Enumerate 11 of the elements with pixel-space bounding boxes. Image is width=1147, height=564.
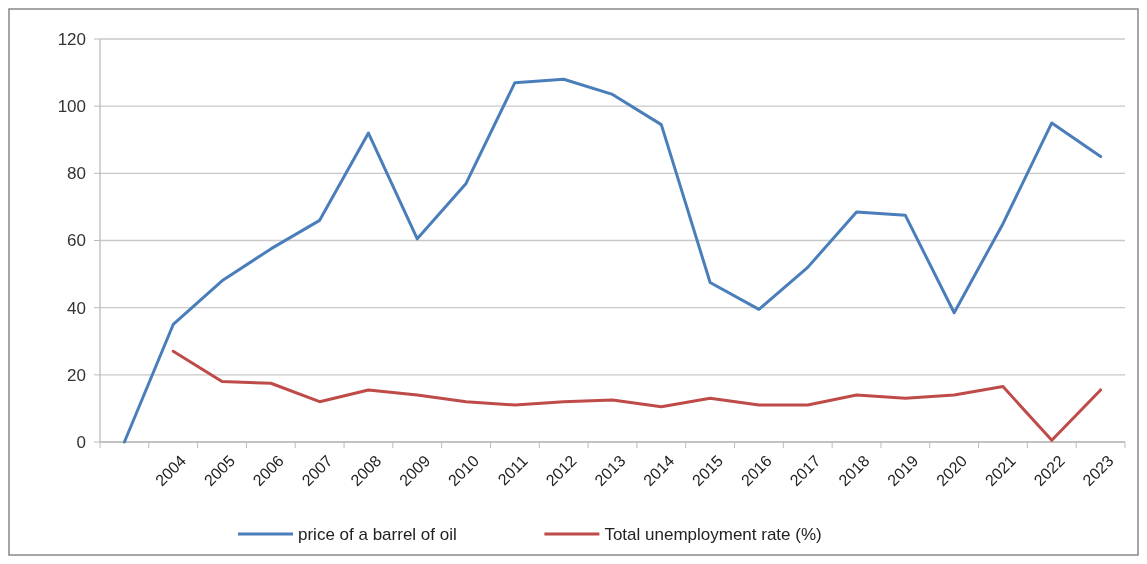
y-tick-label: 0 <box>76 432 86 452</box>
line-series <box>122 77 1103 444</box>
legend-label: price of a barrel of oil <box>298 524 457 544</box>
y-tick-label: 20 <box>67 365 86 385</box>
y-tick-label: 80 <box>67 164 86 184</box>
legend-label: Total unemployment rate (%) <box>604 524 822 544</box>
y-tick-label: 40 <box>67 298 86 318</box>
y-tick-label: 60 <box>67 231 86 251</box>
y-tick-label: 100 <box>57 97 86 117</box>
y-tick-label: 120 <box>57 29 86 49</box>
line-series <box>171 349 1103 442</box>
